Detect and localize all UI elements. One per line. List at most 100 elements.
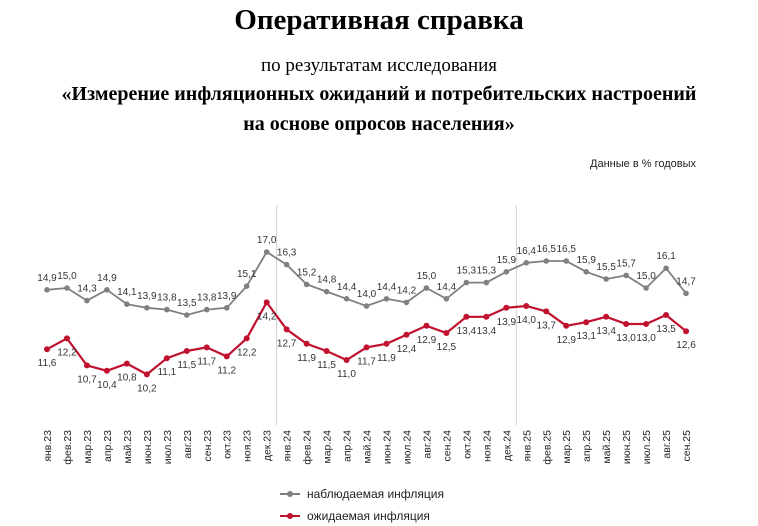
data-label: 15,1 [237,269,257,280]
data-label: 13,5 [656,324,676,335]
data-label: 11,9 [377,353,396,364]
data-point [203,306,210,313]
data-label: 11,5 [177,360,196,371]
data-point [403,331,410,338]
data-point [463,313,470,320]
data-label: 15,0 [636,271,656,282]
x-tick-label: окт.24 [461,430,473,459]
legend-marker [287,513,293,519]
data-label: 13,4 [457,326,477,337]
data-label: 10,4 [97,380,117,391]
x-tick-label: ноя.23 [242,430,254,462]
data-label: 11,7 [197,356,216,367]
data-point [503,269,510,275]
x-tick-label: янв.23 [42,430,54,462]
x-tick-label: сен.25 [681,430,693,462]
x-tick-label: дек.24 [501,430,513,461]
legend-label: ожидаемая инфляция [307,509,430,523]
data-label: 13,0 [616,333,636,344]
data-label: 12,7 [277,338,297,349]
study-title-line2: на основе опросов населения» [243,113,515,135]
x-tick-label: май.23 [122,430,134,464]
data-point [683,328,690,335]
x-tick-label: окт.23 [222,430,234,459]
data-label: 16,4 [517,246,537,257]
data-point [483,279,490,286]
data-label: 14,9 [97,273,117,284]
data-label: 10,7 [77,374,97,385]
data-point [343,296,350,302]
data-label: 13,8 [197,293,217,304]
data-point [483,313,490,320]
data-point [44,287,50,293]
data-point [164,306,170,313]
data-label: 15,5 [596,262,616,273]
data-label: 14,2 [257,311,277,322]
data-point [223,353,230,360]
data-point [663,265,669,272]
data-point [543,258,550,264]
legend-label: наблюдаемая инфляция [307,487,444,501]
data-point [503,304,510,311]
data-label: 11,5 [317,360,336,371]
data-label: 17,0 [257,235,277,246]
data-label: 13,1 [576,331,596,342]
data-point [183,348,190,354]
x-tick-label: авг.24 [421,430,433,459]
data-point [423,285,430,291]
x-tick-label: май.24 [362,430,374,464]
page-subtitle: по результатам исследования [260,55,498,76]
data-label: 15,2 [297,267,317,278]
data-label: 13,7 [537,320,557,331]
data-point [143,371,150,378]
data-label: 13,8 [157,293,177,304]
legend-marker [287,491,293,497]
data-point [523,260,530,266]
data-label: 14,4 [377,282,397,293]
data-point [663,312,670,318]
x-tick-label: апр.23 [102,430,114,462]
x-tick-label: янв.25 [521,430,533,462]
data-point [443,330,450,336]
x-tick-label: июл.23 [162,430,174,464]
data-point [383,296,390,302]
data-label: 14,1 [117,287,137,298]
x-tick-label: фев.23 [62,430,74,465]
data-label: 15,7 [616,258,636,269]
data-point [363,344,370,351]
x-tick-label: фев.24 [302,430,314,465]
data-label: 12,4 [397,344,417,355]
x-tick-label: май.25 [601,430,613,464]
x-tick-label: июл.25 [641,430,653,464]
data-label: 11,0 [337,369,356,380]
data-label: 15,0 [417,271,437,282]
data-point [144,305,150,311]
page-title: Оперативная справка [234,4,524,36]
data-label: 15,3 [477,266,497,277]
data-point [363,303,370,309]
data-point [623,321,630,327]
data-label: 13,9 [497,317,517,328]
data-label: 14,0 [357,289,377,300]
data-point [223,305,230,311]
data-label: 14,4 [337,282,357,293]
data-point [563,322,570,329]
data-point [643,321,650,327]
data-point [283,326,290,333]
data-point [683,290,689,297]
data-point [84,297,90,304]
data-label: 14,8 [317,275,337,286]
x-tick-label: июн.24 [381,430,393,464]
data-label: 10,8 [117,373,137,384]
data-point [63,335,70,342]
data-point [323,288,330,295]
data-point [243,283,250,290]
x-tick-label: мар.25 [561,430,573,464]
data-point [343,357,350,363]
x-tick-label: мар.23 [82,430,94,464]
x-tick-label: апр.24 [342,430,354,462]
x-tick-label: июн.25 [621,430,633,464]
data-label: 16,3 [277,248,297,259]
data-point [243,335,250,342]
data-point [563,258,570,264]
